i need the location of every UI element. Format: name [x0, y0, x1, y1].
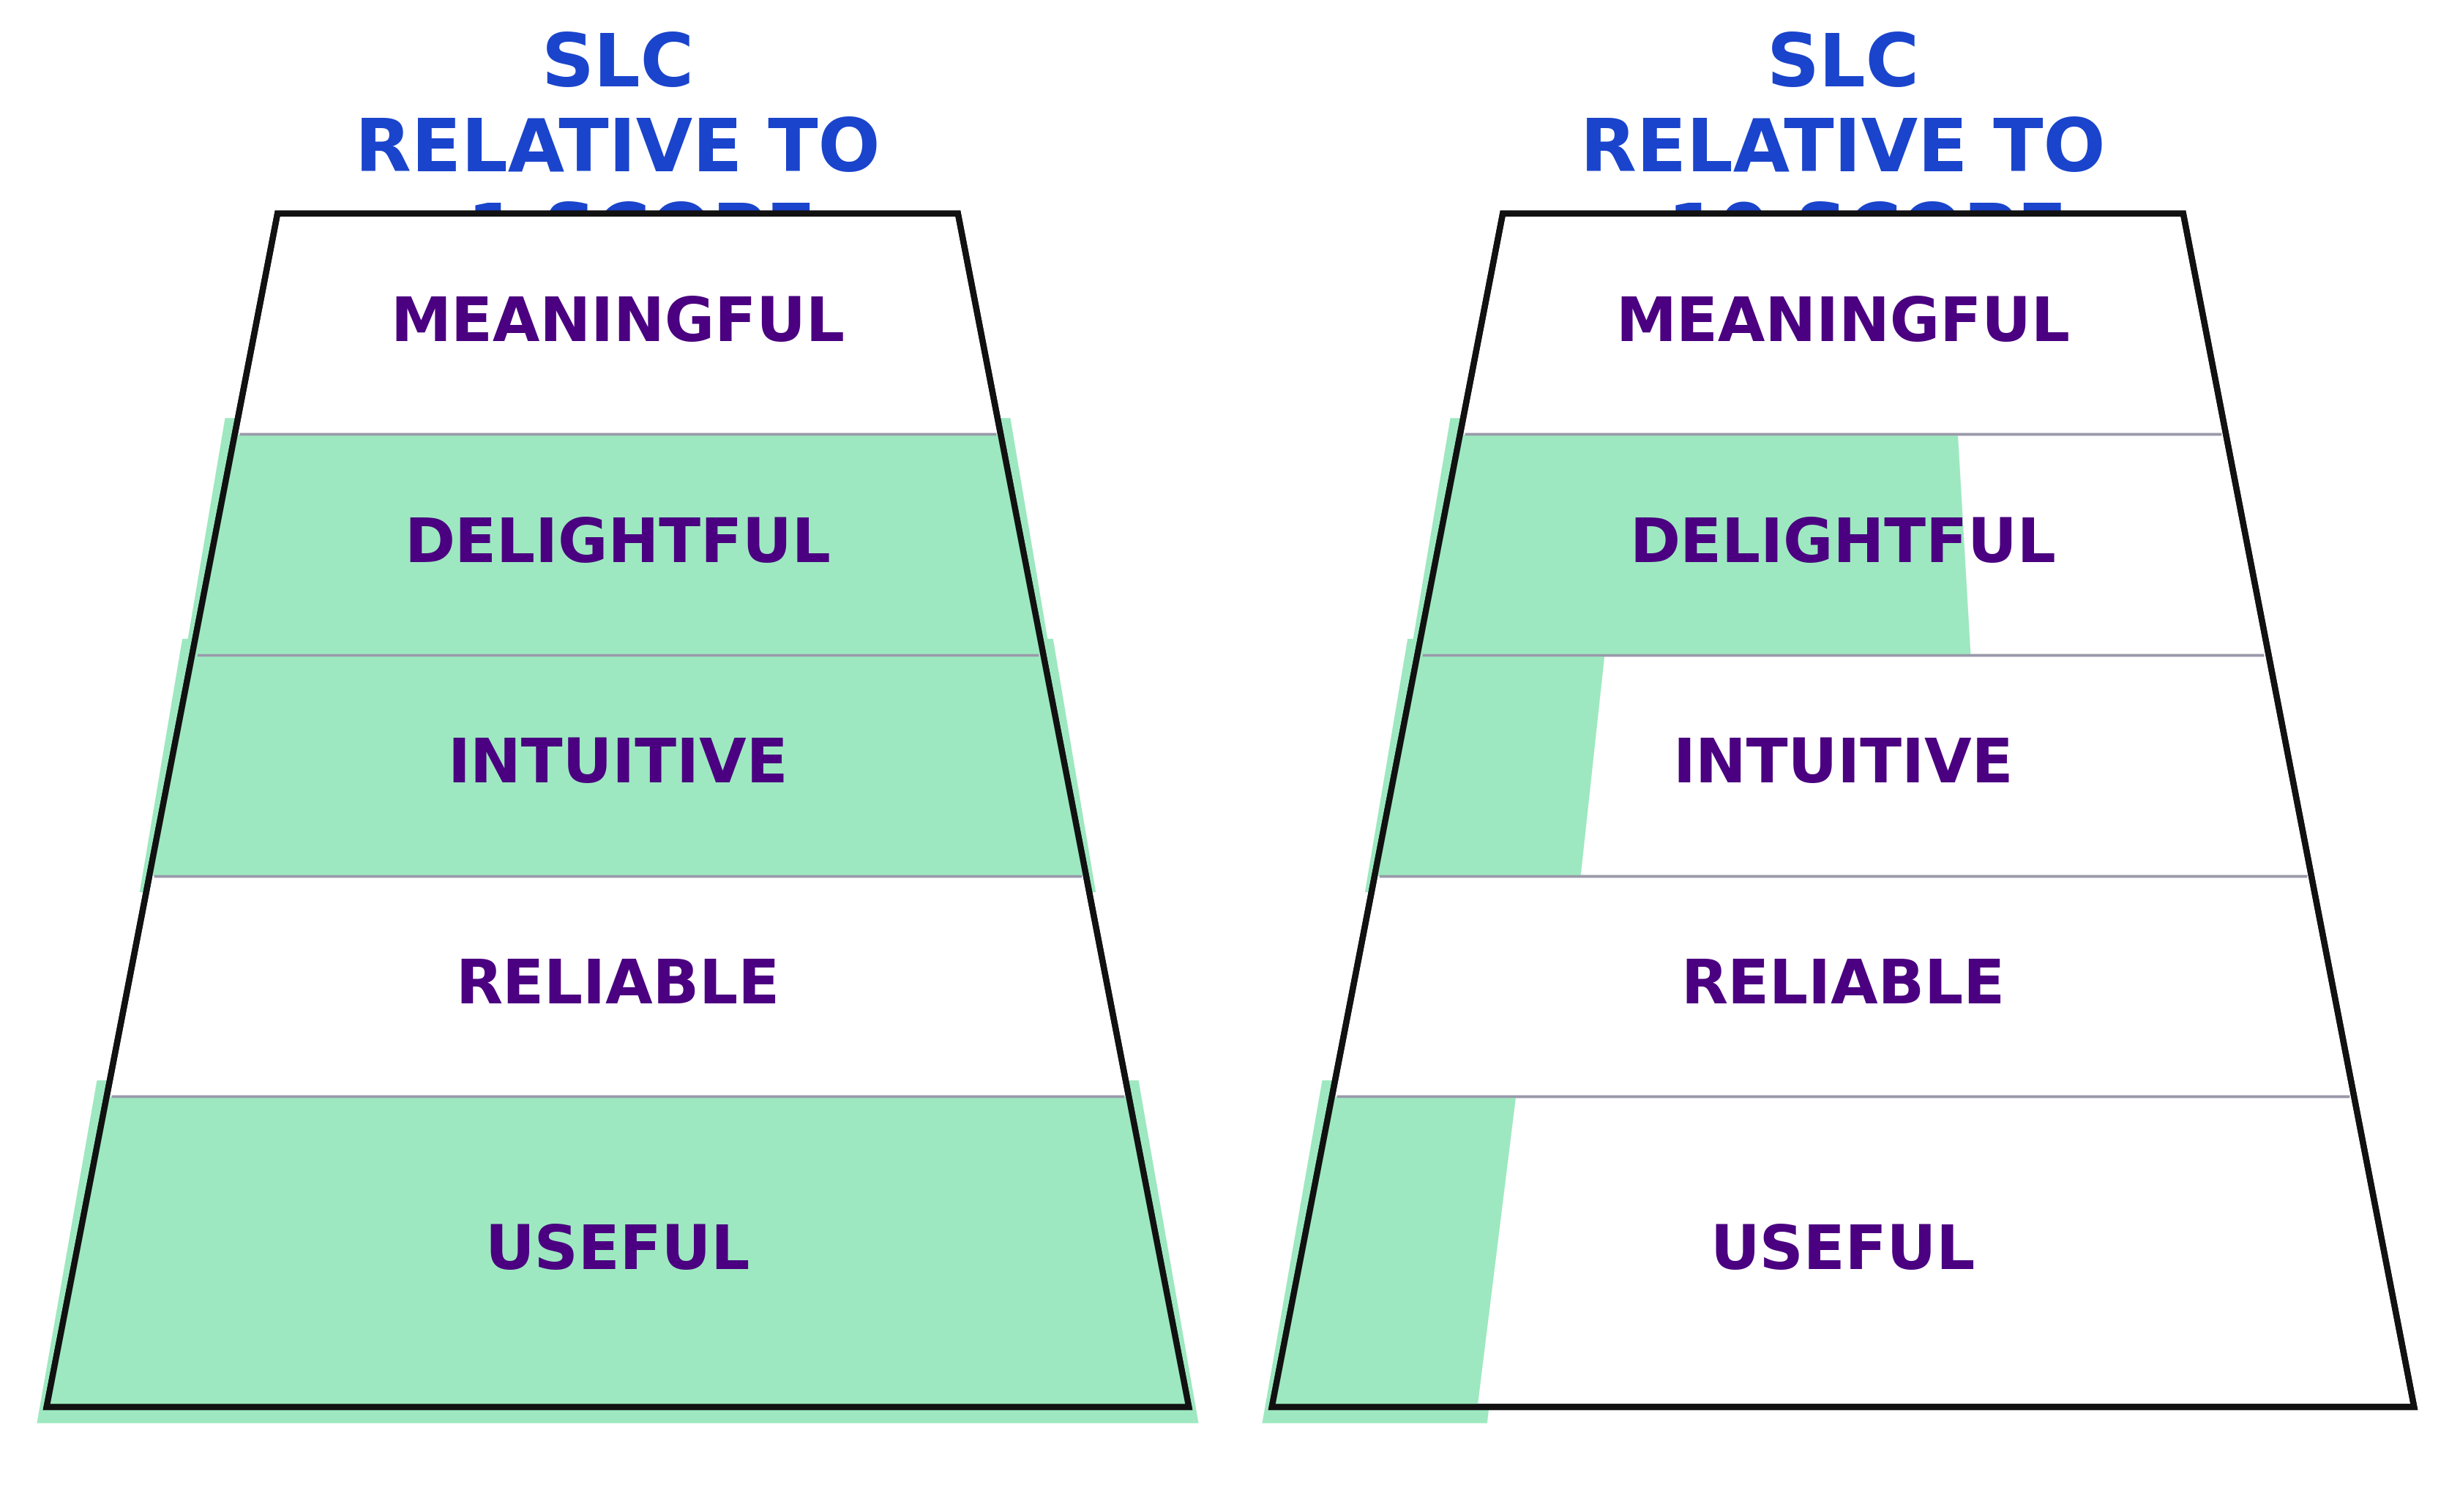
Polygon shape: [47, 1096, 1188, 1406]
Polygon shape: [1262, 1081, 1525, 1423]
Text: MEANINGFUL: MEANINGFUL: [391, 295, 844, 354]
Polygon shape: [1375, 655, 1604, 875]
Text: MEANINGFUL: MEANINGFUL: [1616, 295, 2069, 354]
Text: DELIGHTFUL: DELIGHTFUL: [403, 516, 831, 575]
Polygon shape: [192, 434, 1043, 655]
Polygon shape: [1417, 434, 1970, 655]
Text: SLC
RELATIVE TO
v1 SCOPE: SLC RELATIVE TO v1 SCOPE: [354, 30, 881, 271]
Polygon shape: [1407, 419, 1980, 671]
Polygon shape: [1272, 1096, 1515, 1406]
Polygon shape: [47, 213, 1188, 1406]
Polygon shape: [1365, 640, 1614, 892]
Text: SLC
RELATIVE TO
v10 SCOPE: SLC RELATIVE TO v10 SCOPE: [1579, 30, 2106, 271]
Text: INTUITIVE: INTUITIVE: [1673, 736, 2012, 795]
Polygon shape: [1272, 213, 2413, 1406]
Polygon shape: [37, 1081, 1198, 1423]
Text: INTUITIVE: INTUITIVE: [448, 736, 787, 795]
Polygon shape: [182, 419, 1053, 671]
Text: DELIGHTFUL: DELIGHTFUL: [1629, 516, 2057, 575]
Text: USEFUL: USEFUL: [1710, 1222, 1975, 1281]
Text: RELIABLE: RELIABLE: [455, 957, 780, 1016]
Polygon shape: [150, 655, 1085, 875]
Text: RELIABLE: RELIABLE: [1680, 957, 2005, 1016]
Polygon shape: [140, 640, 1095, 892]
Text: USEFUL: USEFUL: [485, 1222, 750, 1281]
